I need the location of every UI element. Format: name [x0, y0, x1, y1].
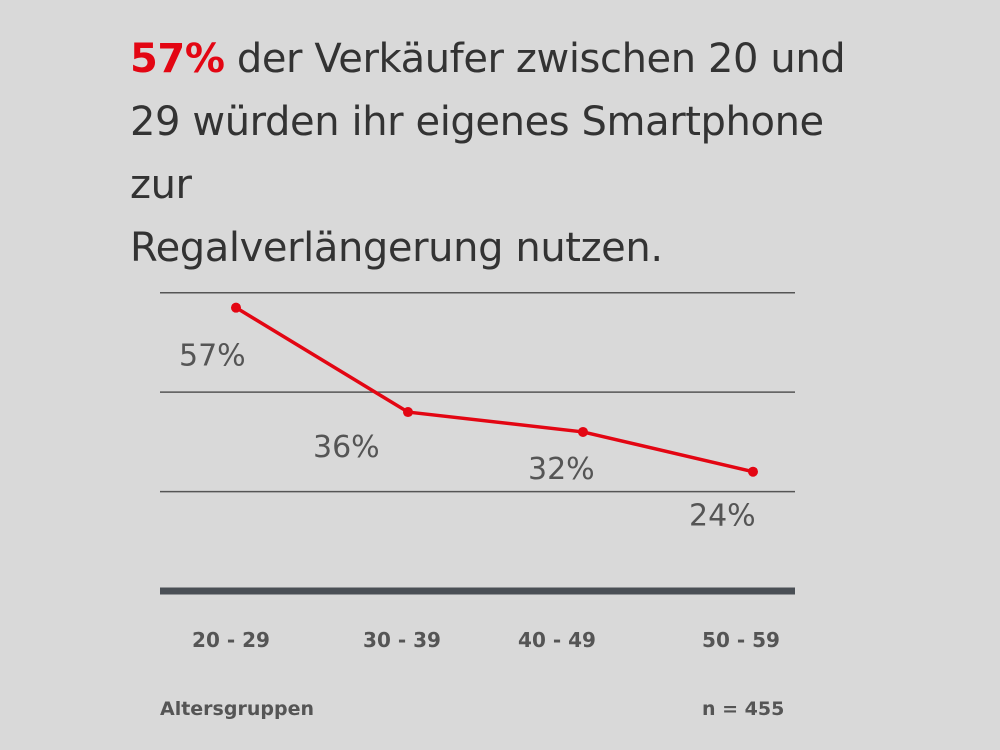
value-label: 36%: [313, 430, 380, 465]
x-axis-title: Altersgruppen: [160, 698, 314, 720]
data-point: [231, 303, 241, 313]
data-point: [403, 407, 413, 417]
sample-size-note: n = 455: [702, 698, 784, 720]
data-point: [578, 427, 588, 437]
data-point: [748, 467, 758, 477]
line-chart: 57% 36% 32% 24% 20 - 29 30 - 39 40 - 49 50 - 5…: [0, 0, 1000, 750]
x-tick-label: 20 - 29: [192, 628, 270, 652]
series: [231, 303, 758, 477]
value-label: 24%: [689, 499, 756, 534]
value-label: 57%: [179, 339, 246, 374]
value-label: 32%: [528, 452, 595, 487]
gridlines: [160, 293, 795, 492]
x-tick-label: 30 - 39: [363, 628, 441, 652]
value-labels: 57% 36% 32% 24%: [179, 339, 756, 534]
x-tick-label: 40 - 49: [518, 628, 596, 652]
x-tick-labels: 20 - 29 30 - 39 40 - 49 50 - 59: [192, 628, 780, 652]
x-tick-label: 50 - 59: [702, 628, 780, 652]
